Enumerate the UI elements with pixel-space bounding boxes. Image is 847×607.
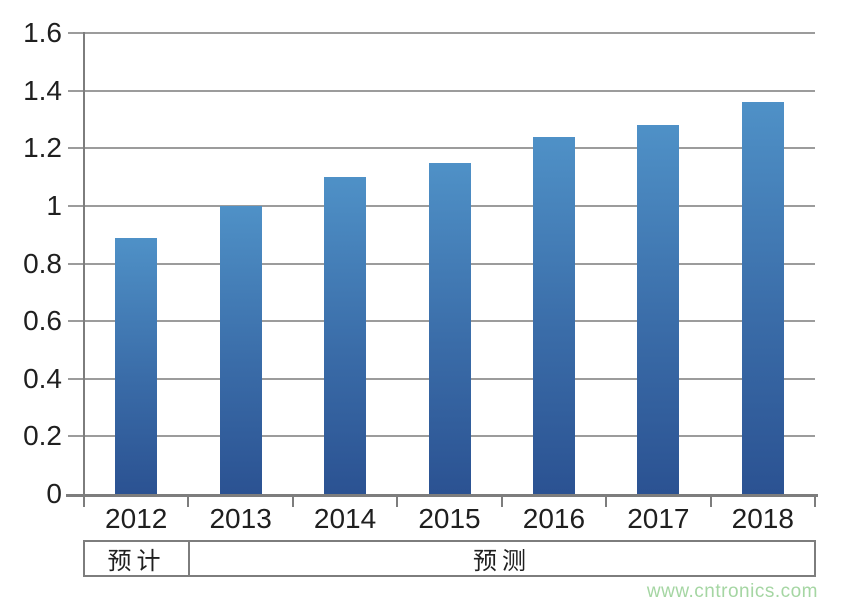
x-tick-label: 2014 — [313, 503, 377, 534]
x-axis-tick — [814, 494, 816, 507]
plot-area — [68, 32, 815, 494]
x-axis-tick — [500, 494, 503, 507]
x-axis-tick — [83, 494, 85, 507]
x-axis-tick — [187, 494, 190, 507]
bar-2018 — [741, 102, 784, 494]
x-tick-label: 2016 — [522, 503, 586, 534]
x-axis-line — [66, 494, 818, 497]
bar-2012 — [115, 237, 158, 494]
y-axis-line — [83, 32, 85, 496]
x-tick-label: 2013 — [209, 503, 272, 534]
bar-2014 — [324, 177, 367, 494]
y-tick-label: 1.2 — [23, 132, 62, 164]
bar-2016 — [532, 136, 575, 494]
bar-2013 — [219, 205, 262, 494]
x-axis-tick — [709, 494, 712, 507]
bar-2015 — [428, 162, 471, 494]
y-tick-label: 0.8 — [23, 247, 62, 279]
gridline — [68, 89, 815, 92]
x-axis-tick — [291, 494, 294, 507]
y-tick-label: 1 — [46, 189, 62, 221]
bar-2017 — [637, 125, 680, 494]
x-axis-tick — [396, 494, 399, 507]
y-tick-label: 1.6 — [23, 17, 62, 48]
annotation-table: 预计 预测 — [83, 540, 816, 577]
gridline — [68, 32, 815, 35]
x-tick-label: 2015 — [418, 503, 481, 534]
y-tick-label: 0.2 — [23, 420, 62, 452]
x-tick-label: 2018 — [731, 503, 794, 534]
watermark-text: www.cntronics.com — [646, 581, 818, 602]
gridline — [68, 147, 815, 150]
y-tick-label: 1.4 — [23, 74, 62, 106]
annotation-cell-forecast: 预测 — [473, 548, 531, 575]
x-axis-tick — [605, 494, 608, 507]
y-tick-label: 0.4 — [23, 362, 62, 394]
x-tick-label: 2012 — [105, 503, 168, 534]
annotation-cell-estimate: 预计 — [85, 542, 190, 575]
y-tick-label: 0 — [46, 478, 62, 509]
x-tick-label: 2017 — [627, 503, 690, 534]
y-tick-label: 0.6 — [23, 305, 62, 337]
